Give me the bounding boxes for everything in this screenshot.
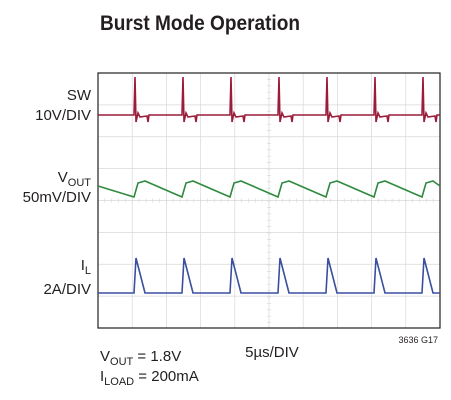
channel-scale: 2A/DIV xyxy=(43,281,91,298)
time-scale: 5µs/DIV xyxy=(245,344,299,361)
il-trace xyxy=(98,257,440,294)
condition-sub: OUT xyxy=(110,356,134,368)
channel-scale: 10V/DIV xyxy=(35,107,91,124)
vout-trace xyxy=(97,180,441,199)
channel-name: VOUT xyxy=(58,169,92,189)
plot-frame xyxy=(97,72,441,329)
figure-id: 3636 G17 xyxy=(398,335,438,345)
channel-scale: 50mV/DIV xyxy=(23,189,91,206)
condition-name: V xyxy=(100,348,110,365)
graticule xyxy=(97,72,441,328)
channel-name-main: V xyxy=(58,169,68,186)
condition: VOUT = 1.8V xyxy=(100,348,181,368)
title: Burst Mode Operation xyxy=(100,12,300,35)
condition-sub: LOAD xyxy=(104,376,134,388)
channel-name-main: I xyxy=(81,257,85,274)
channel-name-sub: L xyxy=(85,265,91,277)
sw-trace xyxy=(98,76,440,123)
condition-name: I xyxy=(100,368,104,385)
condition: ILOAD = 200mA xyxy=(100,368,199,388)
channel-name: SW xyxy=(67,87,92,104)
traces xyxy=(97,76,441,294)
condition-text: = 1.8V xyxy=(133,348,181,365)
condition-text: = 200mA xyxy=(134,368,199,385)
channel-name: IL xyxy=(81,257,91,277)
channel-name-sub: OUT xyxy=(68,177,92,189)
